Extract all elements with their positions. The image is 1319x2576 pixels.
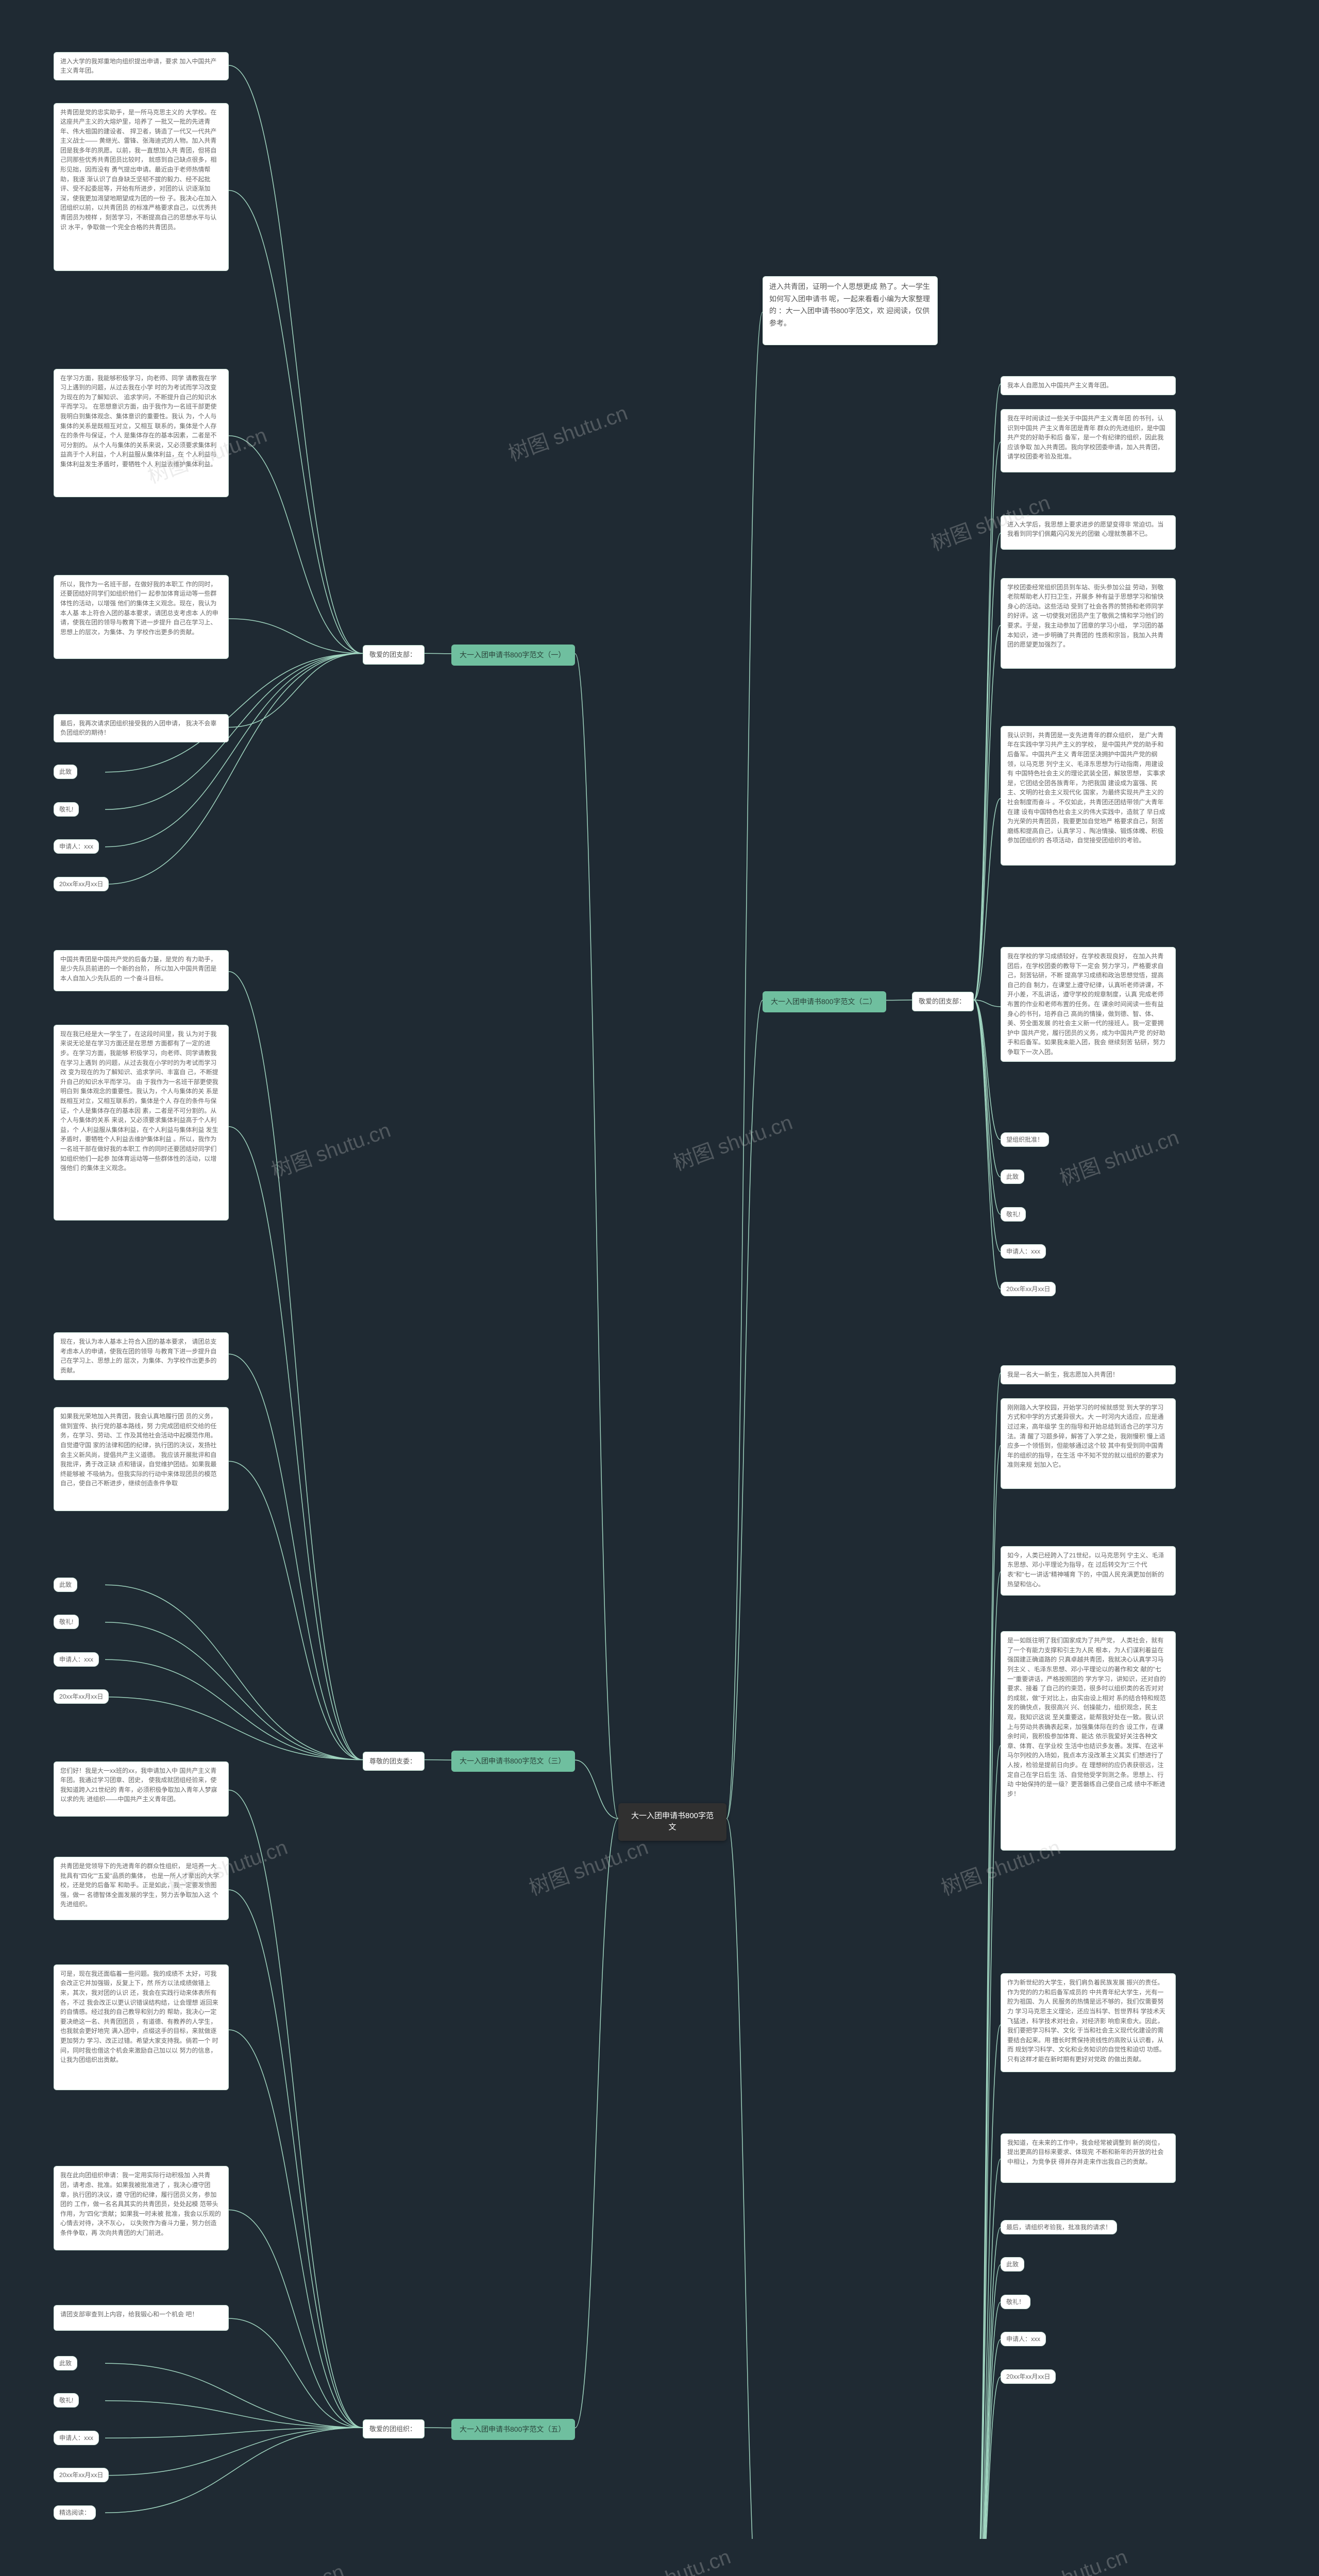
tag-1-1: 此致 [54, 765, 77, 779]
tag-1-2: 敬礼! [54, 802, 79, 817]
section-label-3: 尊敬的团支委： [363, 1752, 425, 1771]
leaf-4-2: 刚刚踏入大学校园，开始学习的时候就感觉 到大学的学习方式和中学的方式差异很大。大… [1001, 1398, 1176, 1489]
tag-1-3: 申请人：xxx [54, 839, 99, 854]
leaf-5-4: 我在此向团组织申请：我一定用实际行动积极加 入共青团，请考虑、批准。如果我被批准… [54, 2166, 229, 2250]
leaf-2-1: 我本人自愿加入中国共产主义青年团。 [1001, 376, 1176, 395]
tag-5-5: 精选阅读： [54, 2505, 96, 2520]
section-node-3[interactable]: 大一入团申请书800字范文（三） [451, 1751, 575, 1772]
tag-3-2: 敬礼! [54, 1615, 79, 1629]
leaf-5-3: 可是，现在我还面临着一些问题。我的成绩不 太好，可我会改正它并加强锻，反复上下，… [54, 1964, 229, 2090]
watermark: 树图 shutu.cn [606, 2540, 734, 2576]
leaf-3-3: 现在，我认为本人基本上符合入团的基本要求， 请团总支考虑本人的申请，使我在团的领… [54, 1332, 229, 1380]
section-label-2: 敬爱的团支部： [912, 992, 974, 1011]
tag-2-4: 申请人：xxx [1001, 1244, 1046, 1259]
watermark: 树图 shutu.cn [1003, 2540, 1131, 2576]
leaf-3-2: 现在我已经是大一学生了，在这段时间里，我 认为对于我来说无论是在学习方面还是在思… [54, 1025, 229, 1221]
leaf-5-5: 请团支部审查到上内容，给我锻心和一个机会 吧！ [54, 2305, 229, 2331]
tag-4-2: 此致 [1001, 2257, 1024, 2272]
leaf-3-1: 中国共青团是中国共产党的后备力量，是党的 有力助手，是少先队员前进的一个新的台阶… [54, 950, 229, 992]
tag-2-1: 望组织批准！ [1001, 1132, 1049, 1147]
leaf-4-5: 作为新世纪的大学生，我们肩负着民族发展 振兴的责任。作为党的的力和后备军成员的 … [1001, 1973, 1176, 2072]
leaf-4-4: 是一如既往明了我们国家成为了共产党， 人类社会，就有了一个有能力支撑和引主为人民… [1001, 1631, 1176, 1851]
watermark: 树图 shutu.cn [220, 2555, 348, 2576]
leaf-2-4: 学校团委经常组织团员到车站、街头参加公益 劳动，到敬老院帮助老人打扫卫生，开展多… [1001, 578, 1176, 669]
watermark: 树图 shutu.cn [668, 1106, 796, 1176]
leaf-2-2: 我在平时阅读过一些关于中国共产主义青年团 的书刊，认识到中国共 产主义青年团是青… [1001, 409, 1176, 472]
leaf-5-2: 共青团是党领导下的先进青年的群众性组织， 是培养一大批具有"四化""五爱"品质的… [54, 1857, 229, 1920]
section-node-5[interactable]: 大一入团申请书800字范文（五） [451, 2419, 575, 2440]
tag-2-2: 此致 [1001, 1170, 1024, 1184]
leaf-1-3: 在学习方面，我能够积极学习，向老师、同学 请教我在学习上遇到的问题，从过去我在小… [54, 369, 229, 498]
tag-5-2: 敬礼! [54, 2393, 79, 2408]
intro-node: 进入共青团，证明一个人思想更成 熟了。大一学生如何写入团申请书 呢，一起来看看小… [763, 276, 938, 345]
leaf-4-1: 我是一名大一新生，我志愿加入共青团！ [1001, 1365, 1176, 1384]
tag-3-4: 20xx年xx月xx日 [54, 1689, 109, 1704]
leaf-3-4: 如果我光荣地加入共青团，我会认真地履行团 员的义务，做到宣传、执行党的基本路线，… [54, 1407, 229, 1511]
tag-3-3: 申请人：xxx [54, 1652, 99, 1667]
leaf-1-2: 共青团是党的忠实助手，是一所马克思主义的 大学校。在这座共产主义的大熔炉里，培养… [54, 103, 229, 271]
tag-1-4: 20xx年xx月xx日 [54, 877, 109, 891]
root-node: 大一入团申请书800字范 文 [618, 1803, 726, 1841]
tag-5-1: 此致 [54, 2356, 77, 2370]
section-node-2[interactable]: 大一入团申请书800字范文（二） [763, 991, 886, 1012]
tag-5-4: 20xx年xx月xx日 [54, 2468, 109, 2482]
watermark: 树图 shutu.cn [503, 396, 631, 467]
watermark: 树图 shutu.cn [266, 1113, 394, 1184]
leaf-4-3: 如今，人类已经跨入了21世纪，以马克思列 宁主义、毛泽东思想、邓小平理论为指导，… [1001, 1546, 1176, 1596]
section-label-1: 敬爱的团支部： [363, 645, 425, 665]
leaf-1-4: 所以，我作为一名班干部，在做好我的本职工 作的同时，还要团结好同学们如组织他们一… [54, 575, 229, 659]
watermark: 树图 shutu.cn [1055, 1121, 1182, 1191]
tag-4-1: 最后，请组织考验我，批准我的请求！ [1001, 2220, 1117, 2234]
tag-4-5: 20xx年xx月xx日 [1001, 2369, 1056, 2384]
leaf-4-6: 我知道，在未来的工作中，我会经常被调整到 新的岗位，提出更高的目标来要求、体现完… [1001, 2133, 1176, 2183]
section-label-5: 敬爱的团组织： [363, 2419, 425, 2439]
leaf-2-6: 我在学校的学习成绩较好，在学校表现良好， 在加入共青团后，在学校团委的教导下一定… [1001, 947, 1176, 1062]
tag-3-1: 此致 [54, 1578, 77, 1592]
tag-2-5: 20xx年xx月xx日 [1001, 1282, 1056, 1296]
leaf-2-3: 进入大学后，我思想上要求进步的愿望变得非 常迫切。当我看到同学们佩戴闪闪发光的团… [1001, 515, 1176, 550]
watermark: 树图 shutu.cn [524, 1831, 652, 1901]
leaf-5-1: 您们好！我是大一xx班的xx，我申请加入中 国共产主义青年团。我通过学习团章、团… [54, 1761, 229, 1817]
section-node-1[interactable]: 大一入团申请书800字范文（一） [451, 645, 575, 666]
tag-5-3: 申请人：xxx [54, 2431, 99, 2445]
tag-2-3: 敬礼! [1001, 1207, 1026, 1222]
tag-4-3: 敬礼！ [1001, 2295, 1030, 2309]
leaf-1-5: 最后，我再次请求团组织接受我的入团申请， 我决不会辜负团组织的期待！ [54, 714, 229, 742]
leaf-2-5: 我认识到，共青团是一支先进青年的群众组织， 是广大青年在实践中学习共产主义的学校… [1001, 726, 1176, 866]
leaf-1-1: 进入大学的我郑重地向组织提出申请，要求 加入中国共产主义青年团。 [54, 52, 229, 80]
tag-4-4: 申请人：xxx [1001, 2332, 1046, 2346]
